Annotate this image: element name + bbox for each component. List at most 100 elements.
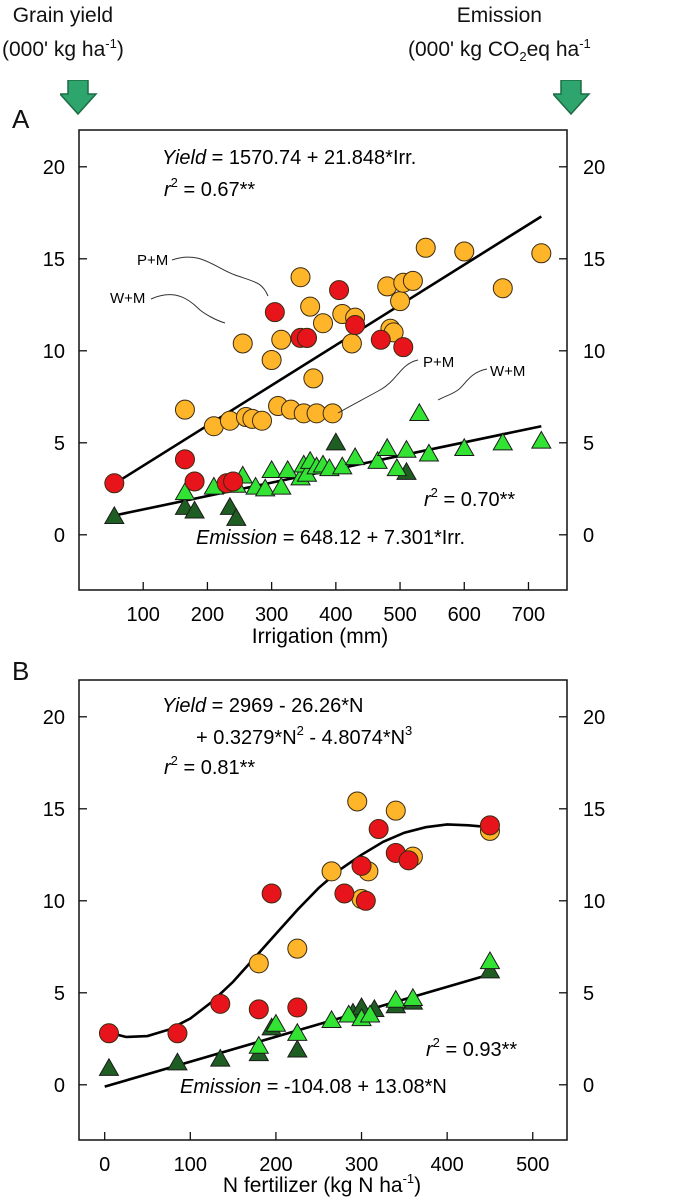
callout-wm2-leader — [437, 368, 488, 401]
light-triangle-point — [338, 1004, 360, 1023]
x-tick-label: 500 — [516, 1154, 549, 1176]
emission-r2: r2 = 0.93** — [426, 1035, 517, 1061]
y-tick-label-left: 15 — [43, 249, 65, 271]
y-tick-label-right: 15 — [583, 799, 605, 821]
y-tick-label-right: 10 — [583, 341, 605, 363]
x-tick-label: 0 — [99, 1154, 110, 1176]
light-triangle-point — [359, 1004, 381, 1023]
red-circle-point — [248, 999, 269, 1020]
light-triangle-point — [479, 951, 501, 970]
red-circle-point — [329, 280, 350, 301]
orange-circle-point — [415, 237, 436, 258]
red-circle-point — [264, 302, 285, 323]
y-tick-label-left: 15 — [43, 799, 65, 821]
light-triangle-point — [408, 402, 430, 421]
light-triangle-point — [385, 989, 407, 1008]
y-tick-label-left: 0 — [54, 525, 65, 547]
orange-circle-point — [303, 368, 324, 389]
red-circle-point — [351, 855, 372, 876]
red-circle-point — [479, 815, 500, 836]
dark-triangle-point — [103, 505, 125, 525]
axis-ticks: 0 0 5 5 10 10 15 15 20 20 100 200 300 400 500 600 700 — [43, 157, 606, 626]
orange-circle-point — [385, 800, 406, 821]
right-down-arrow-icon — [553, 80, 591, 116]
x-tick-label: 100 — [174, 1154, 207, 1176]
light-triangle-point — [254, 478, 276, 497]
orange-circle-point — [232, 333, 253, 354]
light-triangle-point — [386, 458, 408, 477]
data-marks — [98, 791, 501, 1076]
light-triangle-point — [261, 459, 282, 479]
chart-a: 0 0 5 5 10 10 15 15 20 20 100 200 300 400 500 600 700 Yi… — [43, 129, 606, 648]
y-tick-label-right: 10 — [583, 891, 605, 913]
orange-circle-point — [347, 791, 368, 812]
left-heading-line2: (000' kg ha-1) — [2, 36, 124, 61]
dark-triangle-point — [325, 432, 347, 451]
red-circle-point — [370, 329, 391, 350]
x-tick-label: 700 — [512, 604, 545, 626]
callout-pm-leader — [171, 256, 269, 297]
x-axis-label: Irrigation (mm) — [252, 625, 389, 648]
light-triangle-point — [344, 447, 366, 466]
red-circle-point — [184, 471, 205, 492]
light-triangle-point — [376, 437, 398, 456]
light-triangle-point — [270, 476, 292, 495]
red-circle-point — [174, 449, 195, 470]
yield-equation: Yield = 2969 - 26.26*N — [162, 695, 363, 717]
y-tick-label-right: 5 — [583, 433, 594, 455]
right-axis-heading: Emission (000' kg CO2eq ha-1 — [408, 2, 591, 71]
orange-circle-point — [454, 241, 475, 262]
dark-triangle-point — [219, 496, 241, 515]
callout-wm-label: W+M — [110, 290, 145, 307]
yield-r2: r2 = 0.81** — [164, 753, 255, 779]
yield-r2: r2 = 0.67** — [164, 175, 255, 201]
x-tick-label: 400 — [430, 1154, 463, 1176]
orange-circle-point — [321, 861, 342, 882]
y-tick-label-left: 20 — [43, 157, 65, 179]
y-tick-label-right: 0 — [583, 525, 594, 547]
emission-equation: Emission = -104.08 + 13.08*N — [180, 1076, 447, 1098]
x-axis-label: N fertilizer (kg N ha-1) — [223, 1171, 421, 1197]
x-tick-label: 100 — [127, 604, 160, 626]
orange-circle-point — [492, 278, 513, 299]
red-circle-point — [210, 993, 231, 1014]
y-tick-label-left: 0 — [54, 1075, 65, 1097]
orange-circle-point — [341, 333, 362, 354]
x-tick-label: 600 — [448, 604, 481, 626]
orange-circle-point — [252, 410, 272, 431]
orange-circle-point — [402, 270, 423, 291]
right-heading-line1: Emission — [456, 4, 542, 27]
orange-circle-point — [531, 243, 552, 264]
light-triangle-point — [492, 432, 514, 451]
right-heading-line2: (000' kg CO2eq ha-1 — [408, 36, 591, 65]
dark-triangle-point — [167, 1052, 188, 1071]
orange-circle-point — [261, 350, 282, 370]
callout-pm2-leader — [337, 359, 419, 414]
dark-triangle-point — [184, 500, 205, 519]
y-tick-label-right: 20 — [583, 707, 605, 729]
x-tick-label: 300 — [255, 604, 288, 626]
red-circle-point — [98, 1023, 119, 1044]
callout-wm-leader — [150, 294, 226, 324]
orange-circle-point — [300, 296, 321, 317]
light-triangle-point — [530, 430, 552, 449]
red-circle-point — [345, 315, 366, 336]
callout-wm2-label: W+M — [490, 363, 525, 380]
y-tick-label-right: 5 — [583, 983, 594, 1005]
orange-circle-point — [313, 313, 333, 334]
orange-circle-point — [248, 953, 269, 974]
yield-equation: Yield = 1570.74 + 21.848*Irr. — [162, 147, 416, 169]
yield-fit-line — [113, 215, 543, 485]
light-triangle-point — [277, 459, 299, 479]
light-triangle-point — [286, 1022, 308, 1041]
red-circle-point — [393, 337, 414, 358]
red-circle-point — [334, 883, 355, 904]
light-triangle-point — [321, 1009, 342, 1029]
light-triangle-point — [265, 1013, 287, 1032]
callout-pm-label: P+M — [137, 252, 168, 269]
y-tick-label-right: 0 — [583, 1075, 594, 1097]
light-triangle-point — [331, 456, 353, 475]
yield-equation-line2: + 0.3279*N2 - 4.8074*N3 — [196, 723, 412, 749]
dark-triangle-point — [98, 1057, 120, 1076]
